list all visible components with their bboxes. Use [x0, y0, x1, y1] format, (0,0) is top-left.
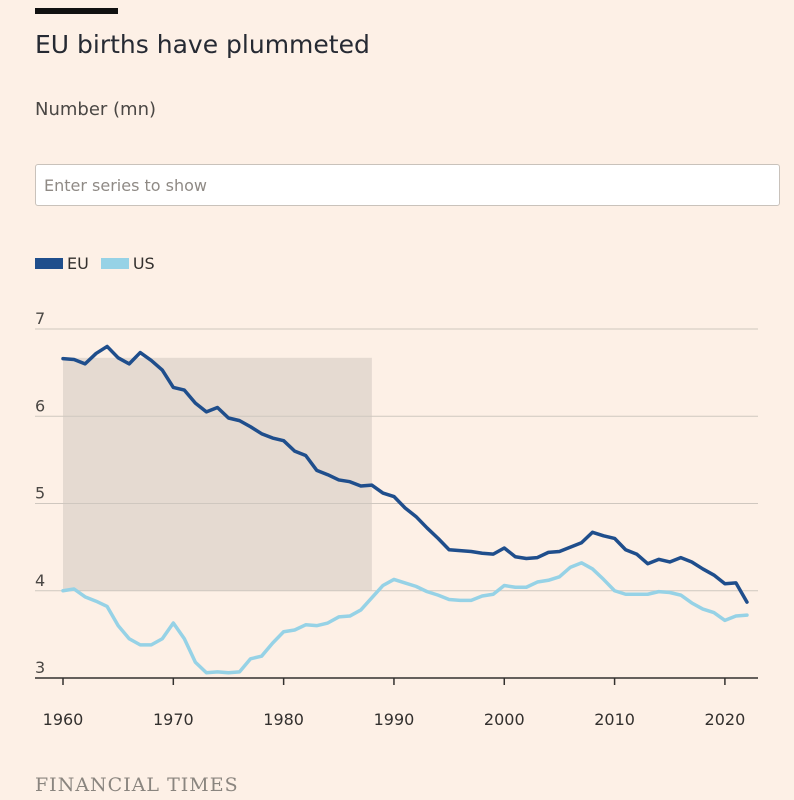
series-line-eu: [61, 344, 749, 604]
legend: EU US: [35, 254, 167, 273]
header-accent-bar: [35, 8, 118, 14]
y-tick-label: 4: [35, 571, 45, 590]
chart-title: EU births have plummeted: [35, 30, 370, 59]
legend-item-eu[interactable]: EU: [35, 254, 89, 273]
line-chart: 3 4 5 6 7 1960 1970 1980 1990 2000 2010 2020: [35, 309, 758, 729]
legend-label-us: US: [132, 254, 155, 273]
x-tick-label: 1980: [263, 710, 304, 729]
series-search-input[interactable]: [35, 164, 780, 206]
series-line-us: [61, 561, 749, 675]
legend-item-us[interactable]: US: [100, 254, 155, 273]
shaded-period: [63, 357, 372, 591]
x-tick-label: 1990: [374, 710, 415, 729]
x-tick-label: 2000: [484, 710, 525, 729]
legend-label-eu: EU: [67, 254, 89, 273]
x-tick-label: 2020: [705, 710, 746, 729]
y-tick-label: 5: [35, 484, 45, 503]
y-tick-label: 6: [35, 396, 45, 415]
footer-brand: FINANCIAL TIMES: [35, 774, 239, 796]
y-tick-label: 7: [35, 309, 45, 328]
legend-swatch-us: [100, 258, 129, 269]
chart-subtitle: Number (mn): [35, 99, 157, 120]
legend-swatch-eu: [35, 258, 63, 269]
x-tick-label: 1960: [43, 710, 84, 729]
y-tick-label: 3: [35, 658, 45, 677]
x-tick-label: 2010: [594, 710, 635, 729]
x-tick-label: 1970: [153, 710, 194, 729]
